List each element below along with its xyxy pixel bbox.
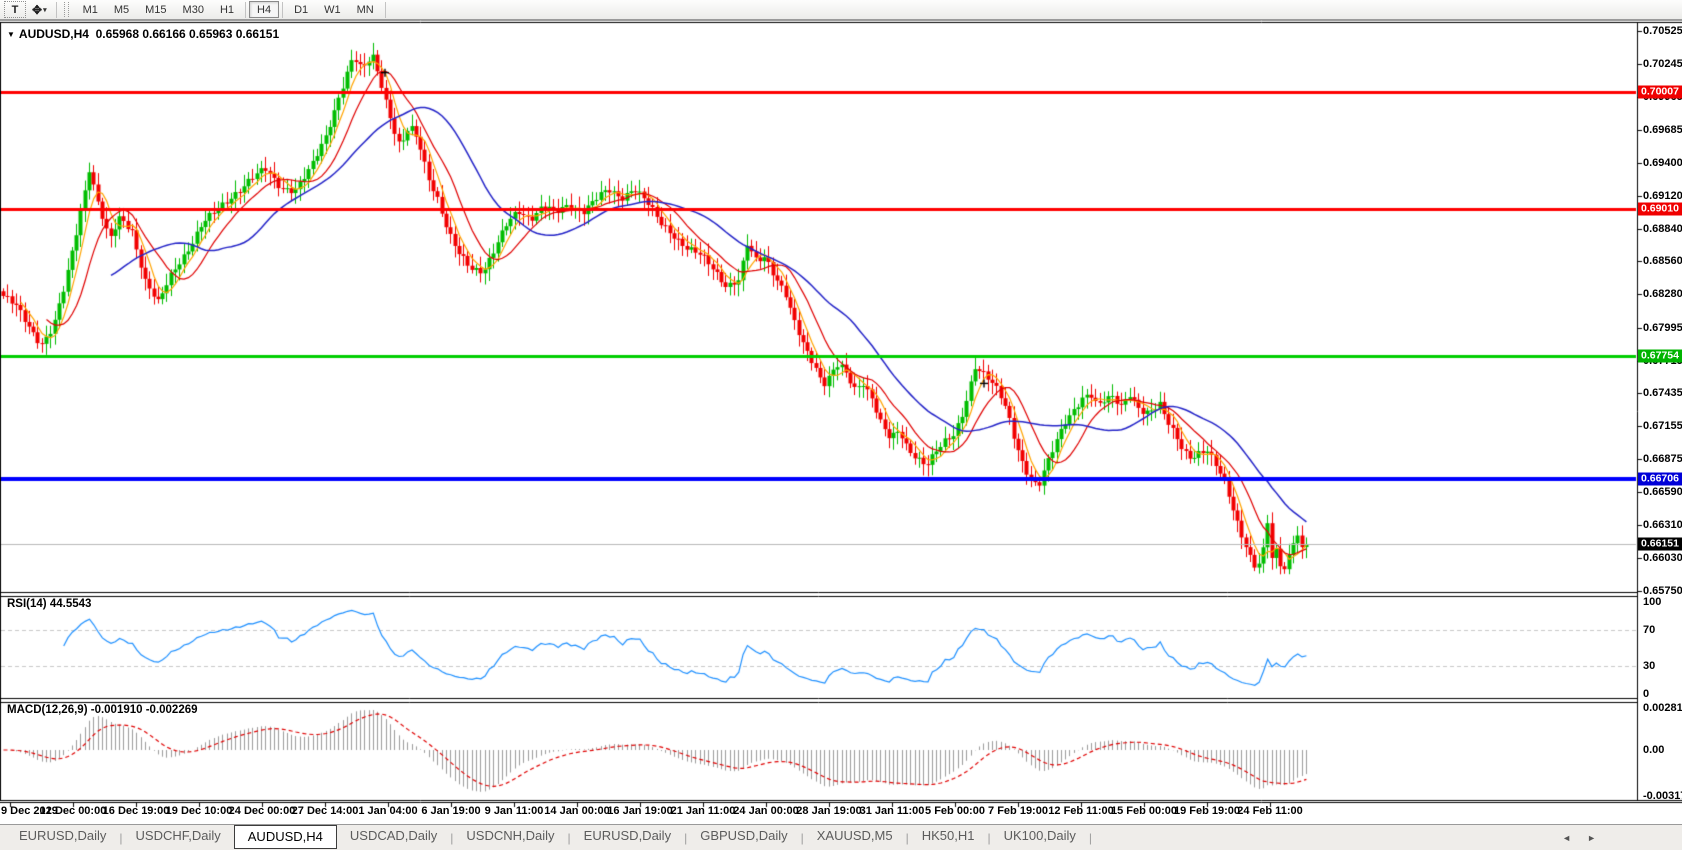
toolbar-separator: [282, 1, 284, 18]
chart-tab-audusd-h4[interactable]: AUDUSD,H4: [233, 825, 337, 849]
timeframe-button-M5[interactable]: M5: [106, 1, 137, 18]
timeframe-button-W1[interactable]: W1: [316, 1, 349, 18]
timeframe-button-group: M1 M5 M15 M30 H1 H4 D1 W1 MN: [75, 1, 389, 18]
tab-separator: |: [567, 830, 571, 845]
toolbar-grip[interactable]: [63, 2, 69, 17]
timeframe-button-H1[interactable]: H1: [212, 1, 242, 18]
chart-tab-usdcnh-daily[interactable]: USDCNH,Daily: [466, 827, 555, 843]
timeframe-button-D1[interactable]: D1: [286, 1, 316, 18]
timeframe-button-H4[interactable]: H4: [249, 1, 280, 18]
chart-tab-usdchf-daily[interactable]: USDCHF,Daily: [135, 827, 221, 843]
text-tool-button[interactable]: T: [4, 1, 26, 18]
tab-scroll-left-icon[interactable]: ◄: [1562, 833, 1572, 843]
tab-separator: |: [800, 830, 804, 845]
timeframe-button-M15[interactable]: M15: [137, 1, 174, 18]
chevron-down-icon: ▾: [43, 6, 47, 14]
chart-tab-xauusd-m5[interactable]: XAUUSD,M5: [816, 827, 893, 843]
tab-separator: |: [119, 830, 123, 845]
timeframe-button-M30[interactable]: M30: [175, 1, 212, 18]
toolbar-separator: [245, 1, 247, 18]
toolbar: T ✥ ▾ M1 M5 M15 M30 H1 H4 D1 W1 MN: [0, 0, 1682, 20]
chart-tab-hk50-h1[interactable]: HK50,H1: [921, 827, 975, 843]
tab-separator: |: [1088, 830, 1092, 845]
tab-separator: |: [450, 830, 454, 845]
chart-tab-eurusd-daily[interactable]: EURUSD,Daily: [19, 827, 107, 843]
chart-tab-uk100-daily[interactable]: UK100,Daily: [1003, 827, 1076, 843]
chart-tab-eurusd-daily[interactable]: EURUSD,Daily: [583, 827, 672, 843]
toolbar-separator: [384, 1, 386, 18]
tab-scroll-arrows: ◄ ►: [1562, 825, 1596, 851]
tab-separator: |: [684, 830, 688, 845]
chart-tab-gbpusd-daily[interactable]: GBPUSD,Daily: [700, 827, 788, 843]
timeframe-button-MN[interactable]: MN: [349, 1, 382, 18]
chart-tabs: EURUSD,Daily | USDCHF,Daily AUDUSD,H4 USDCAD…: [6, 825, 1092, 849]
chart-tab-bar: EURUSD,Daily | USDCHF,Daily AUDUSD,H4 USDCAD…: [0, 824, 1682, 850]
timeframe-button-M1[interactable]: M1: [75, 1, 106, 18]
tab-separator: |: [905, 830, 909, 845]
tab-scroll-right-icon[interactable]: ►: [1587, 833, 1596, 843]
chart-tab-usdcad-daily[interactable]: USDCAD,Daily: [349, 827, 438, 843]
pointer-tool-button[interactable]: ✥ ▾: [28, 1, 51, 18]
tab-separator: |: [987, 830, 991, 845]
pointer-tool-icon: ✥: [32, 2, 43, 17]
toolbar-separator: [55, 1, 57, 18]
